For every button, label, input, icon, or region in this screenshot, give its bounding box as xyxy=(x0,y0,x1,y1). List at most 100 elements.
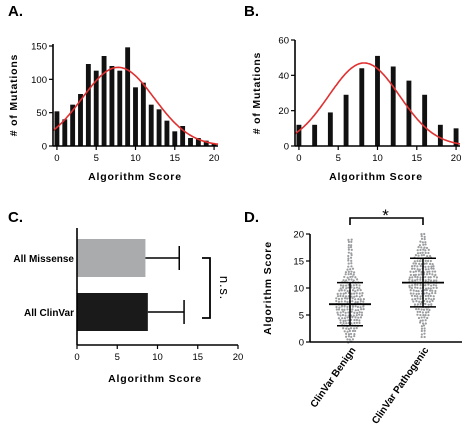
d-point xyxy=(359,316,363,319)
d-point xyxy=(424,322,427,325)
d-point xyxy=(359,298,362,301)
d-point xyxy=(413,260,416,263)
d-point xyxy=(424,279,427,282)
d-point xyxy=(419,302,422,306)
d-point xyxy=(339,294,342,298)
panel-c-annotation: n.s. xyxy=(217,276,232,300)
a-bar xyxy=(140,82,146,146)
d-point xyxy=(338,289,341,292)
d-point xyxy=(345,279,348,282)
d-point xyxy=(416,297,419,300)
d-point xyxy=(411,276,414,279)
d-point xyxy=(352,279,355,282)
d-point xyxy=(424,319,427,322)
d-point xyxy=(412,292,415,295)
d-point xyxy=(358,284,361,287)
d-point xyxy=(335,305,338,309)
d-point xyxy=(351,297,354,300)
d-point xyxy=(348,329,351,333)
d-point xyxy=(347,257,350,260)
d-point xyxy=(347,270,350,273)
d-point xyxy=(353,318,356,322)
d-point xyxy=(354,300,357,304)
d-point xyxy=(419,313,422,317)
d-point xyxy=(428,292,431,295)
d-point xyxy=(412,289,415,292)
panel-c-significance-bracket xyxy=(202,257,211,319)
d-point xyxy=(420,270,423,274)
panel-b-y-label: # of Mutations xyxy=(251,52,263,134)
d-point xyxy=(335,297,338,300)
d-point xyxy=(413,279,417,282)
d-point xyxy=(345,284,348,287)
d-point xyxy=(435,279,438,282)
d-point xyxy=(413,294,416,298)
d-y-tick-label: 15 xyxy=(293,257,304,268)
d-point xyxy=(357,316,360,319)
d-point xyxy=(428,300,431,303)
d-point xyxy=(347,311,350,314)
d-point xyxy=(347,335,351,338)
d-point xyxy=(434,273,437,276)
d-point xyxy=(427,276,430,279)
d-point xyxy=(435,284,438,287)
b-y-tick-label: 60 xyxy=(278,36,289,47)
d-point xyxy=(345,327,348,330)
d-point xyxy=(432,297,435,301)
d-point xyxy=(339,321,342,324)
d-point xyxy=(350,253,353,257)
d-point xyxy=(430,265,433,268)
d-point xyxy=(342,292,345,295)
d-point xyxy=(337,297,341,301)
d-point xyxy=(416,313,419,316)
d-point xyxy=(350,278,353,281)
panel-d-ticks: 0 5 10 15 20 xyxy=(293,230,310,349)
d-point xyxy=(343,275,346,279)
d-point xyxy=(360,311,364,314)
d-point xyxy=(420,327,424,330)
a-x-tick-label: 0 xyxy=(54,153,59,164)
d-point xyxy=(353,333,356,336)
d-point xyxy=(344,311,347,314)
d-point xyxy=(412,300,415,303)
d-point xyxy=(426,255,429,258)
b-x-tick-label: 20 xyxy=(451,153,462,164)
d-point xyxy=(347,265,350,268)
d-point xyxy=(432,267,435,270)
a-bar xyxy=(188,138,193,146)
d-point xyxy=(423,289,426,292)
d-point xyxy=(430,267,433,270)
d-point xyxy=(420,316,423,319)
d-point xyxy=(337,313,340,316)
d-point xyxy=(433,270,437,273)
d-point xyxy=(408,284,411,287)
d-point xyxy=(424,302,427,306)
d-point xyxy=(347,327,350,331)
d-point xyxy=(431,273,434,276)
a-bar xyxy=(54,111,60,146)
d-point xyxy=(342,319,345,322)
panel-d-significance-bracket xyxy=(349,217,424,225)
d-point xyxy=(424,284,427,287)
d-point xyxy=(426,316,429,320)
panel-a-y-label: # of Mutations xyxy=(8,54,20,136)
d-y-tick-label: 0 xyxy=(299,338,304,349)
d-point xyxy=(429,287,432,290)
a-y-tick-label: 50 xyxy=(36,108,47,119)
d-point xyxy=(422,324,426,327)
d-point xyxy=(425,273,429,276)
d-point xyxy=(358,313,361,316)
d-point xyxy=(360,294,364,297)
d-point xyxy=(341,308,344,311)
d-point xyxy=(350,292,353,295)
d-point xyxy=(427,287,430,290)
a-bar xyxy=(109,66,115,146)
panel-a-x-label: Algorithm Score xyxy=(88,171,182,183)
d-point xyxy=(350,238,353,241)
d-point xyxy=(339,287,342,290)
b-bar xyxy=(343,94,349,146)
d-point xyxy=(347,254,350,258)
d-point xyxy=(344,271,348,274)
d-point xyxy=(431,299,434,303)
